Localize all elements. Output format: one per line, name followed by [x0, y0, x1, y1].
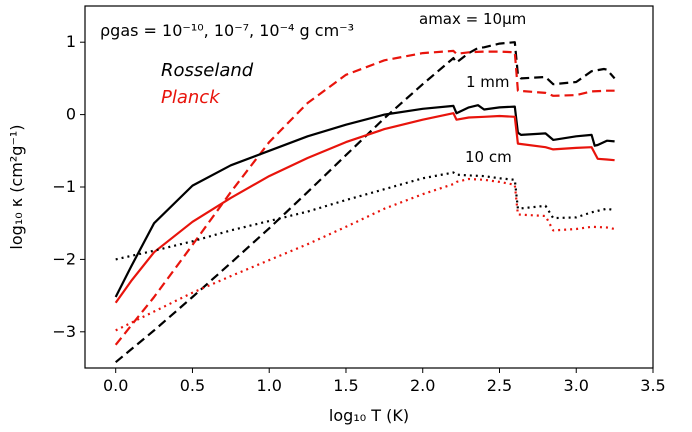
series-rosseland-1mm: [114, 104, 615, 298]
amax-label: amax = 10μm: [419, 10, 526, 28]
x-tick-label: 3.0: [564, 376, 589, 395]
density-annotation: ρgas = 10⁻¹⁰, 10⁻⁷, 10⁻⁴ g cm⁻³: [100, 21, 354, 40]
x-tick-label: 2.5: [487, 376, 512, 395]
y-tick-label: 1: [66, 32, 76, 51]
series-rosseland-10cm: [115, 171, 615, 261]
series-planck-10um: [114, 49, 615, 346]
x-tick-label: 1.5: [333, 376, 358, 395]
x-tick-label: 0.0: [103, 376, 128, 395]
1mm-label: 1 mm: [466, 73, 510, 91]
series-planck-10cm: [115, 177, 615, 332]
x-tick-label: 3.5: [640, 376, 665, 395]
y-tick-label: 0: [66, 105, 76, 124]
x-tick-label: 0.5: [180, 376, 205, 395]
y-tick-label: −3: [52, 322, 76, 341]
y-tick-label: −1: [52, 177, 76, 196]
planck-legend-label: Planck: [161, 87, 221, 108]
x-tick-label: 2.0: [410, 376, 435, 395]
y-tick-label: −2: [52, 249, 76, 268]
series-layer: [114, 41, 616, 364]
10cm-label: 10 cm: [465, 148, 512, 166]
y-axis-label: log₁₀ κ (cm²g⁻¹): [7, 124, 26, 249]
x-axis-ticks: 0.0 0.5 1.0 1.5 2.0 2.5 3.0 3.5: [103, 368, 666, 395]
x-tick-label: 1.0: [256, 376, 281, 395]
series-rosseland-10um: [114, 41, 616, 364]
plot-area: [84, 5, 654, 369]
y-axis-ticks: −3 −2 −1 0 1: [52, 32, 85, 341]
rosseland-legend-label: Rosseland: [161, 60, 254, 81]
x-axis-label: log₁₀ T (K): [329, 406, 409, 425]
series-planck-1mm: [114, 112, 615, 304]
